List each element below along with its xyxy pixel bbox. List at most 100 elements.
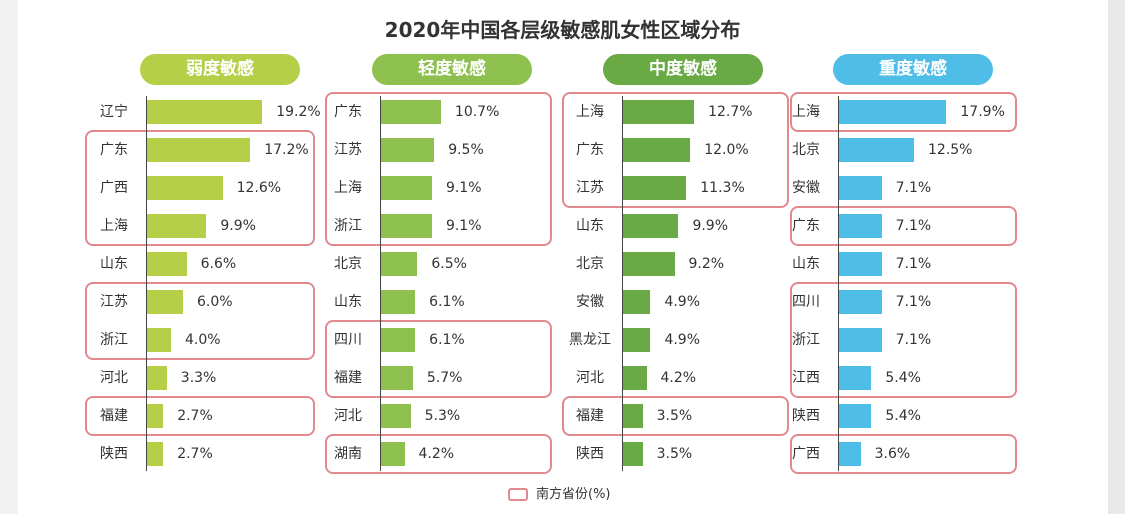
data-label: 5.7% xyxy=(426,370,463,386)
data-label: 9.1% xyxy=(445,180,482,196)
bar xyxy=(147,138,251,162)
bar xyxy=(623,100,695,124)
category-label: 北京 xyxy=(334,256,362,272)
category-label: 陕西 xyxy=(576,446,604,462)
category-label: 安徽 xyxy=(576,294,604,310)
data-label: 17.2% xyxy=(264,142,309,158)
data-label: 11.3% xyxy=(700,180,745,196)
bar xyxy=(381,328,416,352)
data-label: 4.0% xyxy=(185,332,221,348)
bar xyxy=(147,404,164,428)
bar xyxy=(623,366,647,390)
category-label: 江苏 xyxy=(576,180,604,196)
category-label: 广东 xyxy=(792,218,820,234)
bar xyxy=(381,138,435,162)
bar xyxy=(839,328,882,352)
bar xyxy=(623,442,643,466)
legend-label: 南方省份(%) xyxy=(536,487,611,502)
data-label: 6.6% xyxy=(200,256,237,272)
data-label: 6.1% xyxy=(429,332,465,348)
category-label: 陕西 xyxy=(100,446,128,462)
category-label: 湖南 xyxy=(334,446,362,462)
category-label: 上海 xyxy=(100,218,128,234)
data-label: 7.1% xyxy=(895,256,932,272)
data-label: 7.1% xyxy=(895,218,932,234)
category-label: 广东 xyxy=(100,142,128,158)
bar xyxy=(147,442,164,466)
bar xyxy=(381,442,405,466)
category-label: 四川 xyxy=(792,294,820,310)
category-label: 黑龙江 xyxy=(569,332,611,348)
bar xyxy=(147,290,183,314)
data-label: 9.9% xyxy=(692,218,729,234)
south-province-highlight xyxy=(562,92,789,208)
category-label: 上海 xyxy=(792,104,820,120)
data-label: 9.9% xyxy=(220,218,256,234)
y-axis-line xyxy=(622,96,623,471)
category-label: 广东 xyxy=(334,104,362,120)
bar xyxy=(381,100,441,124)
data-label: 5.4% xyxy=(885,370,921,386)
y-axis-line xyxy=(838,96,839,471)
category-label: 山东 xyxy=(792,256,820,272)
category-label: 河北 xyxy=(576,370,604,386)
category-label: 河北 xyxy=(100,370,128,386)
data-label: 12.6% xyxy=(236,180,282,196)
y-axis-line xyxy=(146,96,147,471)
category-label: 四川 xyxy=(334,332,362,348)
category-label: 河北 xyxy=(334,408,362,424)
category-label: 辽宁 xyxy=(100,104,128,120)
data-label: 4.9% xyxy=(664,294,701,310)
category-label: 安徽 xyxy=(792,180,820,196)
data-label: 2.7% xyxy=(177,408,213,424)
bar xyxy=(623,404,643,428)
panel-title: 重度敏感 xyxy=(833,54,993,85)
south-province-highlight xyxy=(85,130,315,246)
bar xyxy=(839,100,947,124)
panel-title: 轻度敏感 xyxy=(372,54,532,85)
south-province-highlight xyxy=(790,206,1017,246)
category-label: 福建 xyxy=(576,408,604,424)
bar xyxy=(839,442,861,466)
data-label: 19.2% xyxy=(276,104,321,120)
south-province-highlight xyxy=(790,92,1017,132)
panel-title: 弱度敏感 xyxy=(140,54,300,85)
category-label: 上海 xyxy=(576,104,604,120)
bar xyxy=(147,214,207,238)
data-label: 3.5% xyxy=(656,446,693,462)
data-label: 6.5% xyxy=(431,256,467,272)
data-label: 12.7% xyxy=(708,104,753,120)
category-label: 江西 xyxy=(792,370,820,386)
category-label: 浙江 xyxy=(100,332,128,348)
category-label: 广东 xyxy=(576,142,604,158)
data-label: 2.7% xyxy=(177,446,213,462)
bar xyxy=(623,252,675,276)
data-label: 3.6% xyxy=(874,446,911,462)
bar xyxy=(839,290,882,314)
category-label: 浙江 xyxy=(334,218,362,234)
data-label: 7.1% xyxy=(895,332,932,348)
bar xyxy=(381,176,432,200)
bar xyxy=(381,366,413,390)
category-label: 浙江 xyxy=(792,332,820,348)
bar xyxy=(839,176,882,200)
data-label: 3.5% xyxy=(656,408,693,424)
category-label: 山东 xyxy=(100,256,128,272)
data-label: 3.3% xyxy=(180,370,217,386)
data-label: 4.2% xyxy=(660,370,697,386)
category-label: 广西 xyxy=(100,180,128,196)
data-label: 12.5% xyxy=(928,142,973,158)
bar xyxy=(839,404,872,428)
bar xyxy=(839,366,872,390)
category-label: 山东 xyxy=(576,218,604,234)
bar xyxy=(381,214,432,238)
bar xyxy=(147,328,171,352)
category-label: 福建 xyxy=(100,408,128,424)
south-province-highlight xyxy=(325,92,552,246)
data-label: 6.0% xyxy=(197,294,233,310)
data-label: 12.0% xyxy=(704,142,749,158)
bar xyxy=(381,404,411,428)
data-label: 6.1% xyxy=(429,294,465,310)
south-province-highlight xyxy=(562,396,789,436)
bar xyxy=(623,138,691,162)
